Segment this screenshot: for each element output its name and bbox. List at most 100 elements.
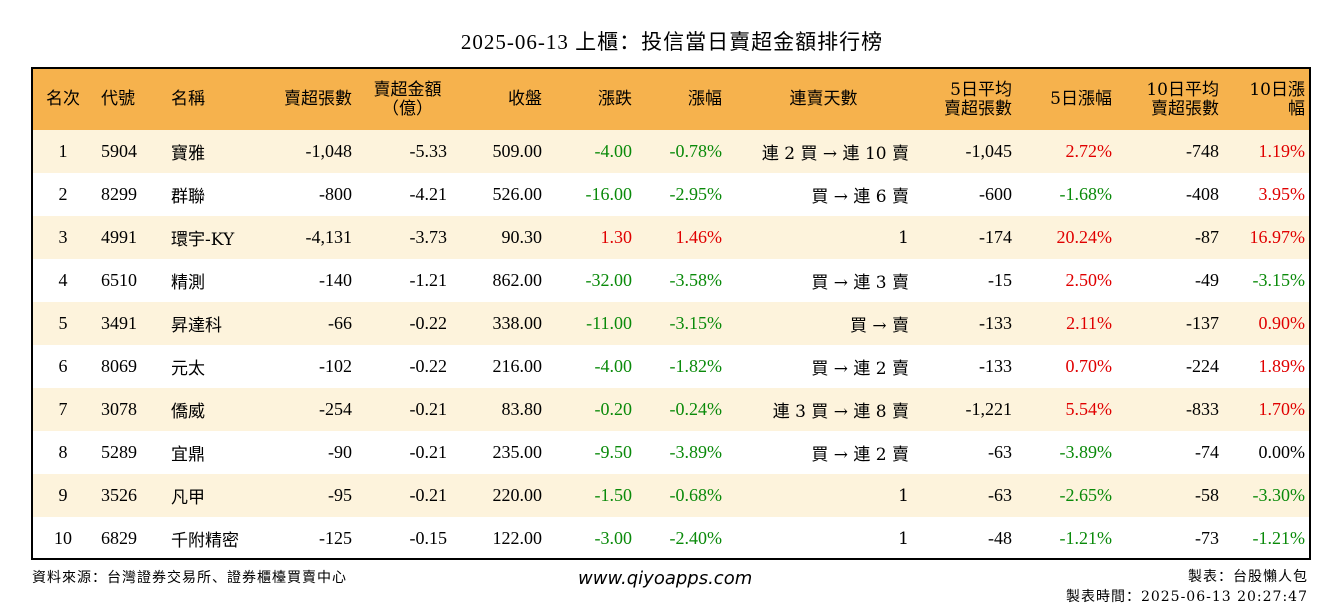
header-change: 漲跌 xyxy=(550,69,640,130)
cell-streak: 買 → 連 2 賣 xyxy=(730,345,917,388)
table-row: 4 6510 精測 -140 -1.21 862.00 -32.00 -3.58% 買 → 連 … xyxy=(33,259,1309,302)
cell-close: 83.80 xyxy=(455,388,550,431)
cell-sell-shares: -102 xyxy=(258,345,360,388)
cell-streak: 買 → 連 6 賣 xyxy=(730,173,917,216)
cell-sell-shares: -125 xyxy=(258,517,360,558)
table-row: 10 6829 千附精密 -125 -0.15 122.00 -3.00 -2.40% 1 -48… xyxy=(33,517,1309,558)
cell-name: 凡甲 xyxy=(163,474,258,517)
cell-code: 3526 xyxy=(93,474,163,517)
cell-change-pct: -0.68% xyxy=(640,474,730,517)
header-sell-amount-line1: 賣超金額 xyxy=(373,79,442,100)
cell-pct10: -1.21% xyxy=(1227,517,1309,558)
cell-code: 8299 xyxy=(93,173,163,216)
cell-rank: 6 xyxy=(33,345,93,388)
cell-change-pct: -3.15% xyxy=(640,302,730,345)
header-sell-amount: 賣超金額 （億） xyxy=(360,69,455,130)
header-avg10-line1: 10日平均 xyxy=(1146,79,1219,100)
cell-rank: 9 xyxy=(33,474,93,517)
cell-change: -4.00 xyxy=(550,130,640,173)
header-avg5-line1: 5日平均 xyxy=(950,79,1012,100)
cell-rank: 4 xyxy=(33,259,93,302)
header-streak: 連賣天數 xyxy=(730,69,917,130)
cell-code: 3491 xyxy=(93,302,163,345)
cell-rank: 8 xyxy=(33,431,93,474)
cell-name: 環宇-KY xyxy=(163,216,258,259)
cell-close: 862.00 xyxy=(455,259,550,302)
table-header: 名次 代號 名稱 賣超張數 賣超金額 （億） 收盤 漲跌 漲幅 連賣天數 5日平均… xyxy=(33,69,1309,130)
cell-avg5: -133 xyxy=(917,345,1020,388)
cell-code: 4991 xyxy=(93,216,163,259)
cell-change-pct: -3.89% xyxy=(640,431,730,474)
cell-close: 220.00 xyxy=(455,474,550,517)
cell-name: 精測 xyxy=(163,259,258,302)
cell-change-pct: -3.58% xyxy=(640,259,730,302)
cell-avg5: -63 xyxy=(917,474,1020,517)
cell-name: 宜鼎 xyxy=(163,431,258,474)
header-pct10: 10日漲幅 xyxy=(1227,69,1309,130)
cell-sell-shares: -95 xyxy=(258,474,360,517)
cell-streak: 1 xyxy=(730,216,917,259)
cell-pct5: -1.68% xyxy=(1020,173,1120,216)
cell-pct5: 0.70% xyxy=(1020,345,1120,388)
cell-avg10: -748 xyxy=(1120,130,1227,173)
cell-avg5: -63 xyxy=(917,431,1020,474)
cell-name: 群聯 xyxy=(163,173,258,216)
cell-pct10: 16.97% xyxy=(1227,216,1309,259)
cell-change-pct: -0.24% xyxy=(640,388,730,431)
cell-close: 235.00 xyxy=(455,431,550,474)
cell-pct10: -3.30% xyxy=(1227,474,1309,517)
header-avg5: 5日平均 賣超張數 xyxy=(917,69,1020,130)
cell-avg5: -1,045 xyxy=(917,130,1020,173)
cell-sell-shares: -800 xyxy=(258,173,360,216)
cell-streak: 買 → 賣 xyxy=(730,302,917,345)
cell-change: -3.00 xyxy=(550,517,640,558)
table-row: 1 5904 寶雅 -1,048 -5.33 509.00 -4.00 -0.78% 連 2 買… xyxy=(33,130,1309,173)
cell-change: -9.50 xyxy=(550,431,640,474)
cell-sell-shares: -90 xyxy=(258,431,360,474)
maker-label: 製表：台股懶人包 xyxy=(1188,569,1308,585)
cell-avg5: -15 xyxy=(917,259,1020,302)
cell-change: -1.50 xyxy=(550,474,640,517)
cell-pct10: 3.95% xyxy=(1227,173,1309,216)
cell-sell-amount: -0.21 xyxy=(360,474,455,517)
cell-streak: 買 → 連 3 賣 xyxy=(730,259,917,302)
cell-avg10: -87 xyxy=(1120,216,1227,259)
ranking-table-container: 名次 代號 名稱 賣超張數 賣超金額 （億） 收盤 漲跌 漲幅 連賣天數 5日平均… xyxy=(31,67,1311,560)
cell-streak: 連 2 買 → 連 10 賣 xyxy=(730,130,917,173)
data-source: 資料來源：台灣證券交易所、證券櫃檯買賣中心 xyxy=(32,570,347,586)
cell-change: 1.30 xyxy=(550,216,640,259)
cell-change-pct: -1.82% xyxy=(640,345,730,388)
cell-avg10: -137 xyxy=(1120,302,1227,345)
cell-rank: 10 xyxy=(33,517,93,558)
cell-streak: 1 xyxy=(730,474,917,517)
cell-change-pct: -2.95% xyxy=(640,173,730,216)
cell-sell-shares: -254 xyxy=(258,388,360,431)
cell-avg10: -833 xyxy=(1120,388,1227,431)
cell-code: 5289 xyxy=(93,431,163,474)
cell-change-pct: -0.78% xyxy=(640,130,730,173)
cell-close: 526.00 xyxy=(455,173,550,216)
cell-avg10: -58 xyxy=(1120,474,1227,517)
header-close: 收盤 xyxy=(455,69,550,130)
made-time: 製表時間：2025-06-13 20:27:47 xyxy=(1065,589,1308,605)
cell-sell-amount: -0.21 xyxy=(360,388,455,431)
cell-pct5: 2.72% xyxy=(1020,130,1120,173)
cell-close: 338.00 xyxy=(455,302,550,345)
cell-name: 千附精密 xyxy=(163,517,258,558)
cell-sell-shares: -1,048 xyxy=(258,130,360,173)
table-row: 2 8299 群聯 -800 -4.21 526.00 -16.00 -2.95% 買 → 連 … xyxy=(33,173,1309,216)
cell-sell-amount: -0.22 xyxy=(360,302,455,345)
table-row: 7 3078 僑威 -254 -0.21 83.80 -0.20 -0.24% 連 3 買 → … xyxy=(33,388,1309,431)
cell-close: 216.00 xyxy=(455,345,550,388)
cell-pct5: 2.50% xyxy=(1020,259,1120,302)
cell-close: 90.30 xyxy=(455,216,550,259)
cell-change: -32.00 xyxy=(550,259,640,302)
cell-avg10: -49 xyxy=(1120,259,1227,302)
ranking-table: 名次 代號 名稱 賣超張數 賣超金額 （億） 收盤 漲跌 漲幅 連賣天數 5日平均… xyxy=(33,69,1309,558)
table-row: 3 4991 環宇-KY -4,131 -3.73 90.30 1.30 1.46% 1 -174… xyxy=(33,216,1309,259)
cell-sell-amount: -0.21 xyxy=(360,431,455,474)
cell-avg5: -48 xyxy=(917,517,1020,558)
cell-code: 6510 xyxy=(93,259,163,302)
cell-pct10: -3.15% xyxy=(1227,259,1309,302)
table-body: 1 5904 寶雅 -1,048 -5.33 509.00 -4.00 -0.78% 連 2 買… xyxy=(33,130,1309,558)
